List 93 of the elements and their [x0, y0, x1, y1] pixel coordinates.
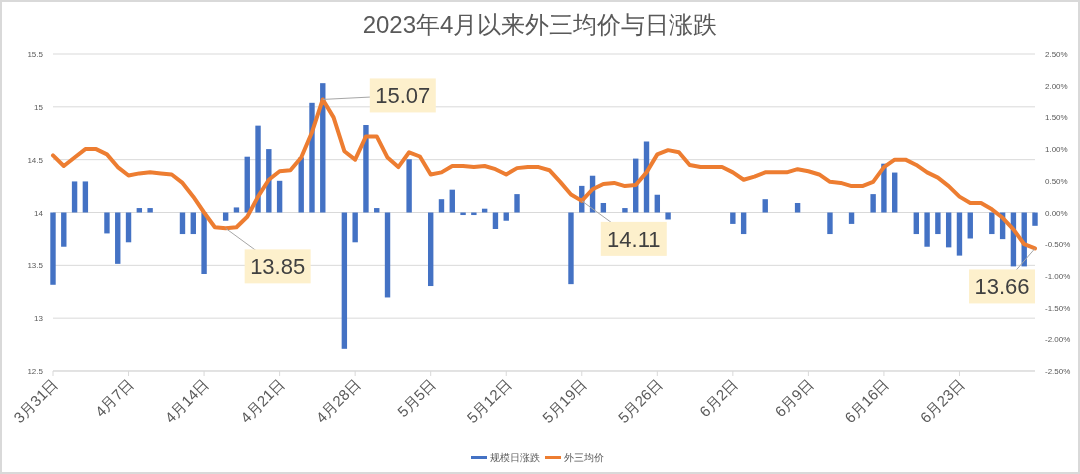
- bar: [568, 212, 574, 285]
- y2-tick-label: -0.50%: [1045, 240, 1071, 250]
- annotation: 14.11: [607, 226, 661, 252]
- bar: [136, 208, 143, 213]
- bar: [762, 199, 768, 213]
- y-tick-label: 13: [34, 314, 44, 324]
- bar: [61, 212, 67, 247]
- bar: [104, 212, 110, 234]
- bar: [341, 212, 348, 349]
- y2-tick-label: 1.50%: [1045, 113, 1068, 123]
- y2-tick-label: -2.00%: [1045, 335, 1071, 345]
- x-tick-label: 5月5日: [393, 375, 439, 421]
- bar: [179, 212, 186, 235]
- bar: [374, 208, 380, 213]
- x-tick-label: 6月16日: [841, 375, 893, 427]
- bar: [352, 212, 358, 243]
- bar: [255, 125, 261, 213]
- bar: [384, 212, 391, 298]
- bar: [665, 212, 671, 220]
- y2-tick-label: 1.00%: [1045, 145, 1068, 155]
- bar: [492, 212, 499, 229]
- bar: [428, 212, 434, 287]
- x-tick-label: 4月14日: [161, 375, 213, 427]
- bar: [266, 149, 272, 213]
- bar: [503, 212, 509, 221]
- bar: [989, 212, 995, 235]
- bar: [1032, 212, 1038, 226]
- x-tick-label: 4月7日: [91, 375, 137, 421]
- bar: [892, 172, 898, 213]
- y2-tick-label: -1.50%: [1045, 303, 1071, 313]
- bar: [147, 208, 153, 213]
- y-tick-label: 15: [34, 102, 44, 112]
- y-tick-label: 13.5: [27, 261, 44, 271]
- bar: [125, 212, 132, 243]
- bar: [438, 199, 445, 213]
- bar: [363, 125, 369, 213]
- y2-tick-label: -1.00%: [1045, 271, 1071, 281]
- callout: 13.85: [225, 227, 311, 284]
- bar: [794, 202, 801, 213]
- bar: [276, 180, 283, 213]
- y-tick-label: 14.5: [27, 155, 44, 165]
- x-tick-label: 6月23日: [916, 375, 968, 427]
- bar: [935, 212, 941, 235]
- bar: [870, 194, 876, 213]
- y-tick-label: 15.5: [27, 50, 44, 59]
- y2-tick-label: -2.50%: [1045, 367, 1071, 376]
- bar: [82, 181, 89, 213]
- bar: [730, 212, 736, 224]
- x-tick-label: 5月26日: [614, 375, 666, 427]
- bar: [71, 181, 78, 213]
- annotation: 15.07: [375, 83, 431, 109]
- callout: 13.66: [969, 247, 1036, 304]
- callout: 15.07: [322, 78, 436, 113]
- x-tick-label: 5月19日: [538, 375, 590, 427]
- bar: [913, 212, 919, 235]
- annotation: 13.85: [250, 254, 306, 280]
- bar: [244, 156, 250, 213]
- chart-title: 2023年4月以来外三均价与日涨跌: [362, 11, 718, 38]
- bar: [622, 208, 628, 213]
- legend-label: 规模日涨跌: [490, 452, 540, 463]
- bar: [201, 212, 207, 274]
- y-tick-label: 14: [34, 208, 44, 218]
- bar: [740, 212, 747, 235]
- bar: [190, 212, 196, 235]
- bar: [233, 207, 240, 213]
- y2-tick-label: 2.50%: [1045, 50, 1068, 59]
- x-tick-label: 4月28日: [312, 375, 364, 427]
- bar: [222, 212, 229, 221]
- bar: [514, 194, 520, 213]
- bar: [956, 212, 963, 256]
- bar: [50, 212, 56, 285]
- bar: [115, 212, 121, 264]
- legend-label: 外三均价: [564, 452, 604, 463]
- bar: [827, 212, 833, 235]
- bar: [600, 202, 607, 213]
- bar: [654, 194, 661, 213]
- bar: [406, 159, 412, 213]
- bar: [924, 212, 930, 247]
- y2-tick-label: 2.00%: [1045, 81, 1068, 91]
- callout: 14.11: [581, 200, 667, 256]
- x-tick-label: 4月21日: [236, 375, 288, 427]
- y2-tick-label: 0.50%: [1045, 176, 1068, 186]
- bar: [309, 102, 315, 213]
- y-tick-label: 12.5: [27, 367, 44, 376]
- x-tick-label: 6月2日: [695, 375, 741, 421]
- bar: [449, 189, 455, 213]
- y2-tick-label: 0.00%: [1045, 208, 1068, 218]
- x-tick-label: 3月31日: [10, 375, 62, 427]
- x-tick-label: 5月12日: [463, 375, 515, 427]
- x-tick-label: 6月9日: [771, 375, 817, 421]
- bar: [481, 208, 488, 213]
- bar: [945, 212, 952, 248]
- annotation: 13.66: [974, 274, 1030, 300]
